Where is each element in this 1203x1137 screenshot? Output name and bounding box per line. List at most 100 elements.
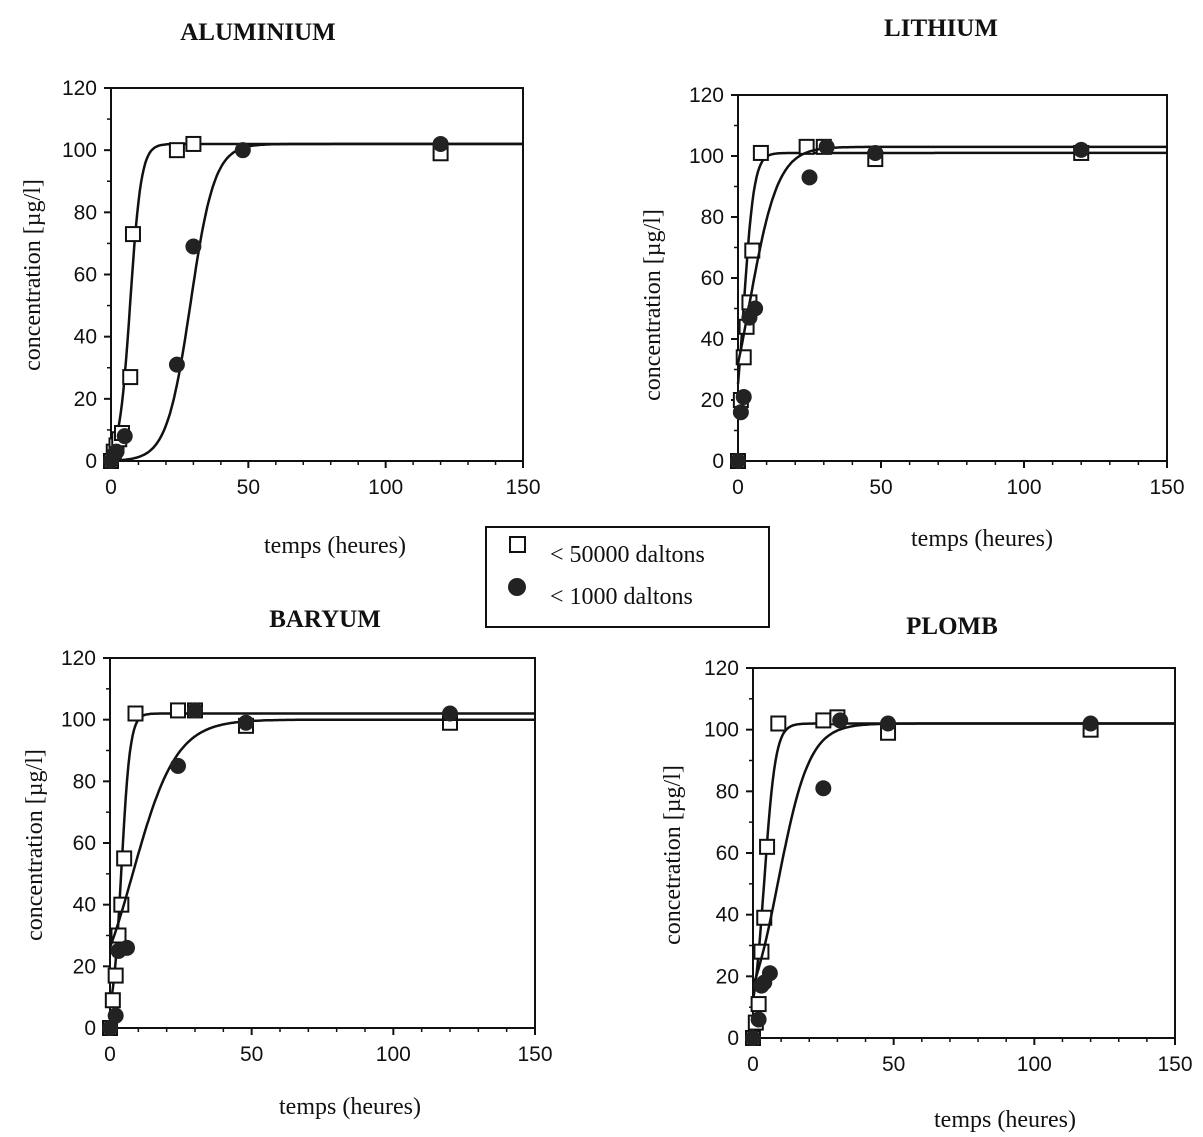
data-point-square xyxy=(759,838,776,855)
y-tick-label: 40 xyxy=(73,894,96,917)
x-tick-label: 50 xyxy=(240,1043,263,1066)
data-point-circle xyxy=(801,169,818,186)
y-tick-label: 120 xyxy=(61,647,96,670)
y-tick-label: 100 xyxy=(689,145,724,168)
data-point-circle xyxy=(102,1020,118,1036)
y-tick-label: 100 xyxy=(704,719,739,742)
x-tick-label: 150 xyxy=(505,476,540,499)
x-tick-label: 50 xyxy=(869,476,892,499)
data-point-circle xyxy=(735,388,752,405)
data-point-square xyxy=(185,135,202,152)
x-tick-label: 0 xyxy=(105,476,117,499)
x-tick-label: 100 xyxy=(1017,1053,1052,1076)
legend-circle-marker xyxy=(508,578,526,596)
data-point-circle xyxy=(107,1007,124,1024)
data-point-circle xyxy=(187,702,203,719)
chart-title: BARYUM xyxy=(269,606,381,633)
data-point-circle xyxy=(730,453,746,469)
data-point-square xyxy=(170,702,186,719)
fit-curve-series-1 xyxy=(108,712,535,1007)
fit-curve-series-2 xyxy=(736,145,1167,364)
data-point-square xyxy=(104,992,121,1009)
y-tick-label: 20 xyxy=(701,389,724,412)
x-tick-label: 50 xyxy=(237,476,260,499)
y-tick-label: 0 xyxy=(727,1027,739,1050)
y-axis-label: concentration [µg/l] xyxy=(640,209,666,401)
data-point-circle xyxy=(745,1030,761,1046)
chart-title: ALUMINIUM xyxy=(180,19,336,46)
data-point-square xyxy=(815,712,832,729)
chart-panel-1: 0 20 40 60 80 100 120 0 50 100 150 ALUMINIUM temps (… xyxy=(20,19,541,559)
data-point-circle xyxy=(168,356,185,373)
chart-panel-4: 0 20 40 60 80 100 120 0 50 100 150 PLOMB temps (heur… xyxy=(660,613,1193,1133)
y-tick-label: 0 xyxy=(85,450,97,473)
y-tick-label: 100 xyxy=(62,139,97,162)
y-axis-label: concetration [µg/l] xyxy=(660,765,686,945)
x-tick-label: 0 xyxy=(732,476,744,499)
x-tick-label: 50 xyxy=(882,1053,905,1076)
y-tick-label: 120 xyxy=(689,84,724,107)
y-tick-label: 120 xyxy=(704,657,739,680)
data-point-circle xyxy=(116,428,133,445)
fit-curve-series-2 xyxy=(108,718,535,948)
data-point-circle xyxy=(832,712,849,729)
x-axis-label: temps (heures) xyxy=(279,1094,421,1120)
chart-title: LITHIUM xyxy=(884,15,998,42)
legend-square-marker xyxy=(509,536,526,553)
x-tick-label: 0 xyxy=(747,1053,759,1076)
y-tick-label: 40 xyxy=(701,328,724,351)
data-point-circle xyxy=(750,1011,767,1028)
y-tick-label: 60 xyxy=(74,264,97,287)
y-axis-label: concentration [µg/l] xyxy=(20,179,46,371)
x-tick-label: 150 xyxy=(1157,1053,1192,1076)
data-point-square xyxy=(124,226,141,243)
data-point-circle xyxy=(238,714,254,731)
data-point-square xyxy=(750,996,767,1013)
x-tick-label: 150 xyxy=(1149,476,1184,499)
y-axis-label: concentration [µg/l] xyxy=(22,749,48,941)
data-point-square xyxy=(770,715,787,732)
x-tick-label: 100 xyxy=(368,476,403,499)
y-tick-label: 40 xyxy=(74,326,97,349)
fit-curve-series-1 xyxy=(736,151,1167,385)
data-point-square xyxy=(107,967,124,984)
x-tick-label: 0 xyxy=(104,1043,116,1066)
data-point-circle xyxy=(119,939,135,956)
data-point-square xyxy=(127,705,144,722)
data-point-square xyxy=(744,242,761,259)
y-tick-label: 80 xyxy=(701,206,724,229)
chart-title: PLOMB xyxy=(906,613,998,640)
y-tick-label: 60 xyxy=(701,267,724,290)
data-point-circle xyxy=(108,443,125,460)
legend-series-a-label: < 50000 daltons xyxy=(550,542,705,568)
y-tick-label: 40 xyxy=(716,904,739,927)
legend-box xyxy=(485,526,770,628)
data-point-circle xyxy=(1073,141,1090,158)
data-point-circle xyxy=(170,757,186,774)
data-point-square xyxy=(116,850,133,867)
data-point-circle xyxy=(747,300,764,317)
data-point-circle xyxy=(442,705,458,722)
x-axis-label: temps (heures) xyxy=(934,1107,1076,1132)
y-tick-label: 60 xyxy=(73,832,96,855)
fit-curve-series-2 xyxy=(751,722,1175,987)
data-point-circle xyxy=(880,715,897,732)
legend: < 50000 daltons < 1000 daltons xyxy=(485,526,770,628)
y-tick-label: 100 xyxy=(61,709,96,732)
data-point-circle xyxy=(818,138,835,155)
data-point-circle xyxy=(234,142,251,159)
chart-panel-3: 0 20 40 60 80 100 120 0 50 100 150 BARYUM temps (heu… xyxy=(22,606,553,1120)
x-tick-label: 150 xyxy=(517,1043,552,1066)
y-tick-label: 120 xyxy=(62,77,97,100)
y-tick-label: 80 xyxy=(74,201,97,224)
y-tick-label: 20 xyxy=(74,388,97,411)
fit-curve-series-2 xyxy=(110,142,523,462)
fit-curve-series-1 xyxy=(751,722,1175,1001)
data-point-circle xyxy=(732,404,749,421)
y-tick-label: 20 xyxy=(73,955,96,978)
y-tick-label: 0 xyxy=(84,1017,96,1040)
y-tick-label: 0 xyxy=(712,450,724,473)
y-tick-label: 80 xyxy=(716,780,739,803)
y-tick-label: 60 xyxy=(716,842,739,865)
